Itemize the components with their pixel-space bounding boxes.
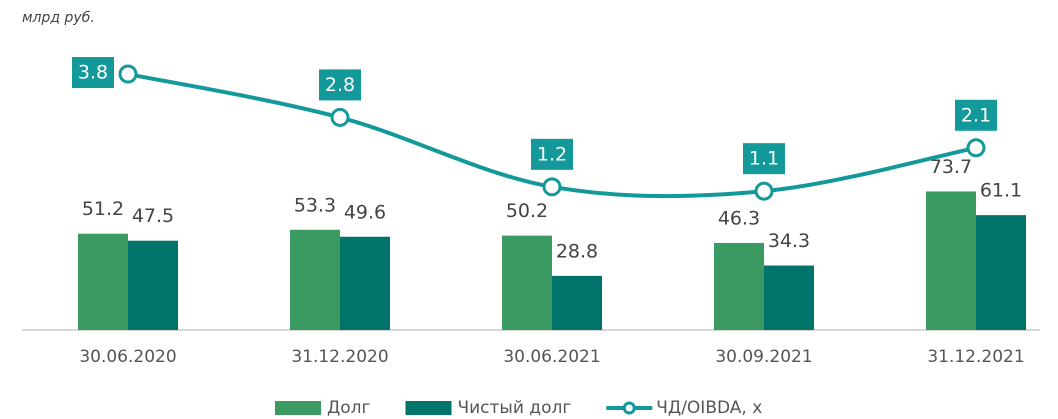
line-value-label: 2.1 <box>961 104 991 126</box>
line-marker <box>330 107 350 127</box>
line-marker <box>118 64 138 84</box>
x-tick-label: 30.09.2021 <box>715 347 812 367</box>
bar-value-label: 50.2 <box>506 200 548 222</box>
line-value-label: 1.2 <box>537 143 567 165</box>
bar-value-label: 47.5 <box>132 205 174 227</box>
bar-value-label: 61.1 <box>980 180 1022 202</box>
value-label-box <box>72 57 114 89</box>
value-label-box <box>743 143 785 175</box>
x-tick-label: 31.12.2021 <box>927 347 1024 367</box>
value-label-box <box>319 69 361 101</box>
legend-marker <box>622 401 636 415</box>
line-marker <box>966 138 986 158</box>
value-label-box <box>955 99 997 131</box>
x-tick-label: 30.06.2020 <box>79 347 176 367</box>
legend-swatch <box>405 401 452 415</box>
bar <box>340 236 390 330</box>
bar <box>926 191 976 330</box>
bar-value-label: 49.6 <box>344 201 386 223</box>
legend-label: Долг <box>327 398 371 418</box>
bar <box>764 265 814 330</box>
chart-subtitle: млрд руб. <box>22 10 95 26</box>
bar <box>976 215 1026 330</box>
bar <box>502 235 552 330</box>
line-marker <box>542 177 562 197</box>
legend-label: ЧД/OIBDA, х <box>656 398 762 418</box>
bar <box>290 229 340 330</box>
x-tick-label: 31.12.2020 <box>291 347 388 367</box>
legend-label: Чистый долг <box>457 398 571 418</box>
x-tick-label: 30.06.2021 <box>503 347 600 367</box>
bar-value-label: 46.3 <box>718 207 760 229</box>
bar <box>552 275 602 330</box>
bar-value-label: 51.2 <box>82 198 124 220</box>
legend-swatch <box>275 401 321 415</box>
value-label-box <box>531 138 573 170</box>
bar <box>128 240 178 330</box>
line-value-label: 1.1 <box>749 148 779 170</box>
bar-value-label: 53.3 <box>294 194 336 216</box>
line-value-label: 2.8 <box>325 74 355 96</box>
bar-value-label: 28.8 <box>556 240 598 262</box>
bar-value-label: 34.3 <box>768 230 810 252</box>
bar-value-label: 73.7 <box>930 156 972 178</box>
bar <box>78 233 128 330</box>
line-marker <box>754 181 774 201</box>
bar <box>714 242 764 330</box>
line-value-label: 3.8 <box>78 62 108 84</box>
